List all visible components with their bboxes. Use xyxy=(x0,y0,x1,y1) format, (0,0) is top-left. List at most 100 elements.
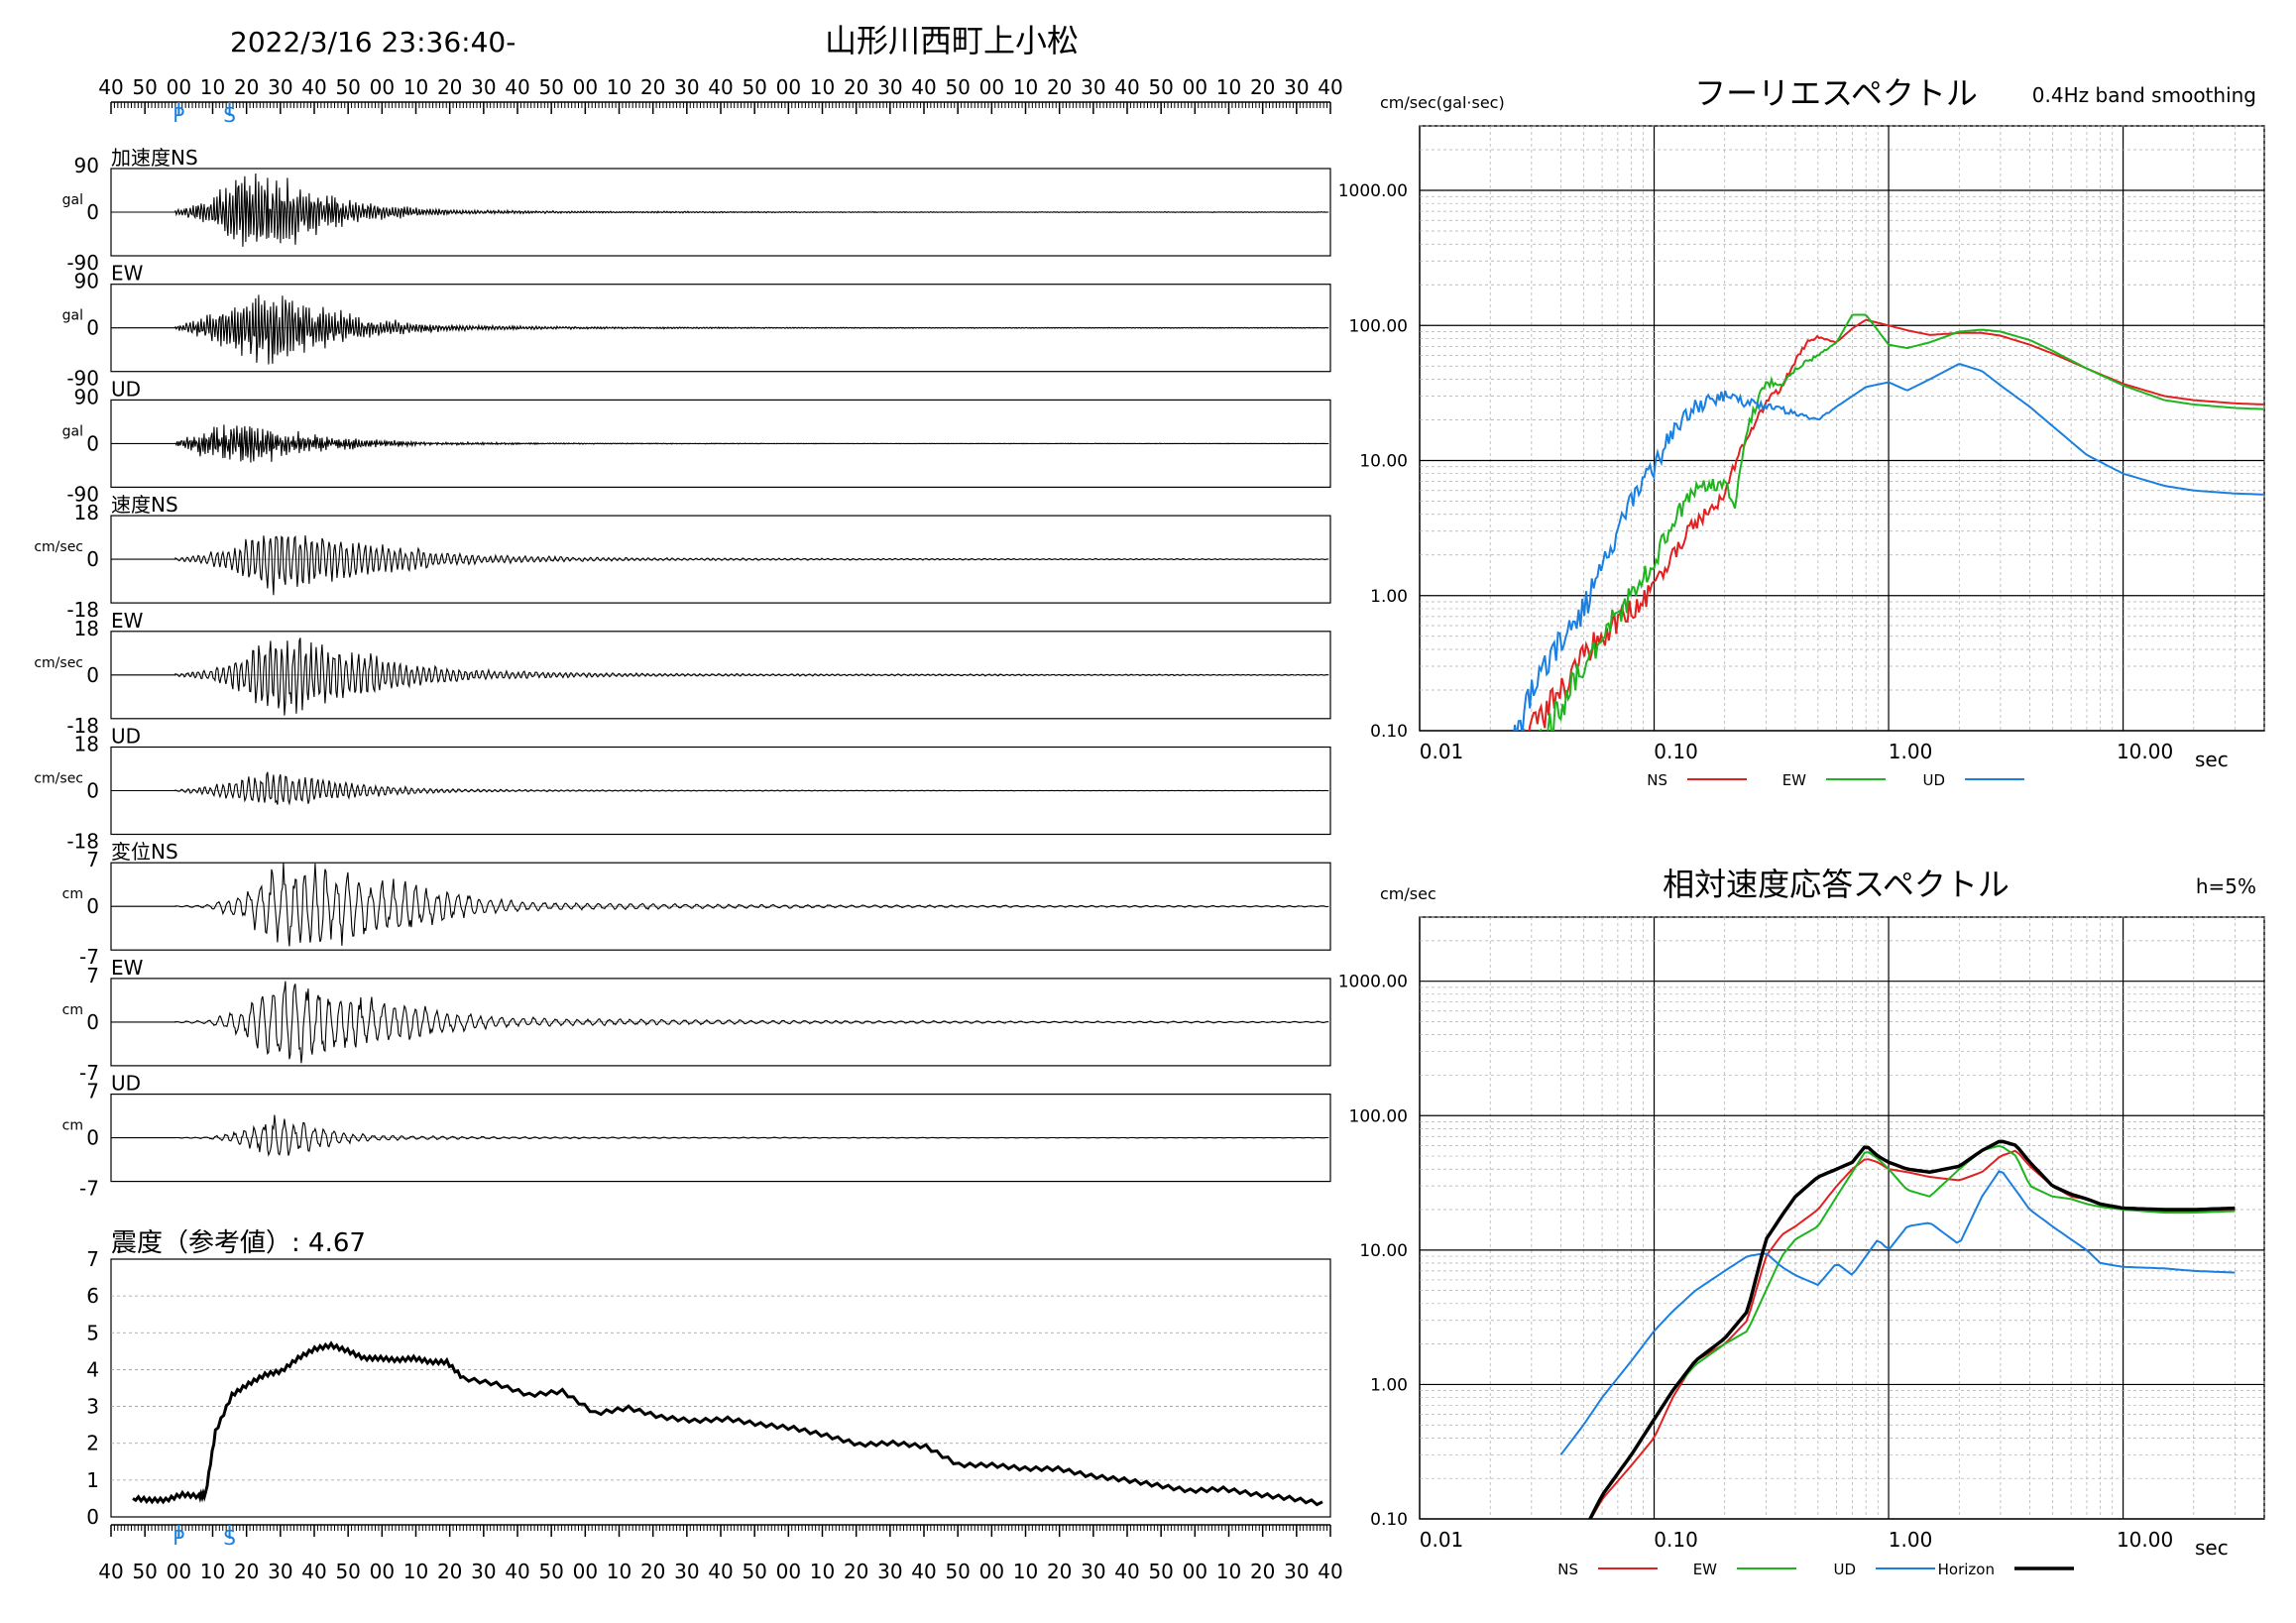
waveform-trace xyxy=(111,424,1329,463)
y-tick-label: 10.00 xyxy=(1359,1241,1408,1261)
time-tick-label: 20 xyxy=(844,75,868,99)
time-tick-label: 30 xyxy=(1284,75,1309,99)
waveform-label: UD xyxy=(111,725,141,749)
intensity-tick-label: 4 xyxy=(86,1357,99,1381)
waveform-panel: 変位NS 7 0 -7 cm xyxy=(62,840,1331,969)
y-tick-label: -90 xyxy=(66,482,99,506)
x-tick-label: 10.00 xyxy=(2117,740,2173,763)
time-tick-label: 00 xyxy=(167,75,191,99)
waveform-label: 加速度NS xyxy=(111,146,198,170)
time-tick-label: 20 xyxy=(640,75,665,99)
legend-label: NS xyxy=(1647,771,1667,789)
time-tick-label: 40 xyxy=(1114,1560,1139,1583)
waveform-trace xyxy=(111,981,1329,1064)
y-tick-label: 7 xyxy=(86,1080,99,1103)
y-tick-label: -90 xyxy=(66,367,99,391)
y-tick-label: -18 xyxy=(66,830,99,854)
waveform-panel: EW 7 0 -7 cm xyxy=(62,956,1331,1085)
waveform-panel: 速度NS 18 0 -18 cm/sec xyxy=(34,493,1331,622)
time-axis-top: 40 50 00 10 20 30 40 50 00 10 20 30 40 50 00 10 20 30 40 50… xyxy=(98,75,1342,127)
time-tick-label: 30 xyxy=(1081,75,1105,99)
waveform-panel: EW 18 0 -18 cm/sec xyxy=(34,609,1331,738)
spectrum-subtitle: h=5% xyxy=(2196,874,2256,898)
intensity-tick-label: 0 xyxy=(86,1505,99,1529)
time-tick-label: 30 xyxy=(268,75,292,99)
time-tick-label: 30 xyxy=(471,75,496,99)
time-tick-label: 10 xyxy=(810,75,835,99)
y-tick-label: -7 xyxy=(79,1177,99,1201)
time-tick-label: 20 xyxy=(437,1560,462,1583)
y-unit-label: cm/sec xyxy=(34,771,83,787)
spectrum-title: フーリエスペクトル xyxy=(1694,74,1978,112)
waveform-panels: 40 50 00 10 20 30 40 50 00 10 20 30 40 50 00 10 20 30 40 50… xyxy=(34,75,1342,1201)
y-unit-label: cm xyxy=(62,1118,83,1134)
time-axis-bottom: 40 50 00 10 20 30 40 50 00 10 20 30 40 50 00 10 20 30 40 50… xyxy=(98,1524,1343,1583)
y-tick-label: 0 xyxy=(86,894,99,918)
y-tick-label: 0 xyxy=(86,547,99,571)
spectrum-title: 相対速度応答スペクトル xyxy=(1663,866,2009,903)
time-tick-label: 40 xyxy=(505,1560,529,1583)
station-name: 山形川西町上小松 xyxy=(825,22,1079,59)
x-axis-label: sec xyxy=(2195,748,2229,771)
y-tick-label: 1000.00 xyxy=(1338,181,1408,201)
y-tick-label: 90 xyxy=(74,270,99,293)
waveform-label: 速度NS xyxy=(111,493,178,517)
time-tick-label: 30 xyxy=(674,1560,699,1583)
time-tick-label: 30 xyxy=(471,1560,496,1583)
time-tick-label: 20 xyxy=(437,75,462,99)
y-tick-label: 1.00 xyxy=(1370,587,1408,607)
y-tick-label: -7 xyxy=(79,1061,99,1085)
intensity-title: 震度（参考値）: 4.67 xyxy=(111,1228,366,1258)
y-unit-label: cm xyxy=(62,1002,83,1018)
legend-label: UD xyxy=(1922,771,1945,789)
y-tick-label: 0 xyxy=(86,663,99,687)
intensity-line xyxy=(132,1340,1323,1507)
waveform-label: EW xyxy=(111,956,144,980)
y-tick-label: 0 xyxy=(86,316,99,340)
time-tick-label: 10 xyxy=(403,75,428,99)
spectrum-legend: NS EW UD Horizon xyxy=(1557,1561,2074,1578)
legend-label: EW xyxy=(1693,1561,1717,1578)
waveform-label: EW xyxy=(111,609,144,633)
intensity-tick-label: 3 xyxy=(86,1395,99,1419)
waveform-panel: UD 90 0 -90 gal xyxy=(62,377,1331,506)
time-tick-label: 20 xyxy=(234,75,259,99)
waveform-trace xyxy=(111,173,1328,247)
time-tick-label: 00 xyxy=(370,75,395,99)
time-tick-label: 10 xyxy=(810,1560,835,1583)
time-tick-label: 50 xyxy=(335,75,360,99)
time-tick-label: 30 xyxy=(1081,1560,1105,1583)
waveform-panel: 加速度NS 90 0 -90 gal xyxy=(62,146,1331,275)
y-tick-label: 100.00 xyxy=(1349,316,1408,336)
record-datetime: 2022/3/16 23:36:40- xyxy=(230,26,516,58)
y-tick-label: -18 xyxy=(66,714,99,738)
y-tick-label: -18 xyxy=(66,598,99,622)
time-tick-label: 00 xyxy=(776,75,801,99)
waveform-label: UD xyxy=(111,377,141,401)
waveform-trace xyxy=(111,771,1329,806)
y-tick-label: 90 xyxy=(74,385,99,408)
x-tick-label: 0.01 xyxy=(1420,740,1464,763)
spectrum-frame xyxy=(1419,916,2265,1520)
waveform-panel: UD 18 0 -18 cm/sec xyxy=(34,725,1331,854)
y-tick-label: 10.00 xyxy=(1359,452,1408,472)
response-spectrum-chart: 1000.00 100.00 10.00 1.00 0.10 0.01 0.10 1.00 10… xyxy=(1338,866,2265,1578)
time-tick-label: 40 xyxy=(708,75,733,99)
fourier-spectrum-chart: 1000.00 100.00 10.00 1.00 0.10 0.01 0.10 1.00 10… xyxy=(1338,74,2265,789)
time-tick-label: 10 xyxy=(1013,75,1038,99)
time-tick-label: 20 xyxy=(844,1560,868,1583)
y-tick-label: 0.10 xyxy=(1370,722,1408,742)
x-tick-label: 1.00 xyxy=(1889,1528,1933,1552)
y-tick-label: 1.00 xyxy=(1370,1375,1408,1395)
time-tick-label: 00 xyxy=(1183,1560,1207,1583)
y-axis-label: cm/sec xyxy=(1380,884,1436,903)
time-tick-label: 10 xyxy=(403,1560,428,1583)
intensity-tick-label: 2 xyxy=(86,1432,99,1455)
y-tick-label: 18 xyxy=(74,617,99,640)
y-tick-label: 0.10 xyxy=(1370,1510,1408,1530)
time-tick-label: 20 xyxy=(234,1560,259,1583)
time-tick-label: 40 xyxy=(301,1560,326,1583)
legend-label: EW xyxy=(1782,771,1806,789)
legend-label: NS xyxy=(1557,1561,1578,1578)
